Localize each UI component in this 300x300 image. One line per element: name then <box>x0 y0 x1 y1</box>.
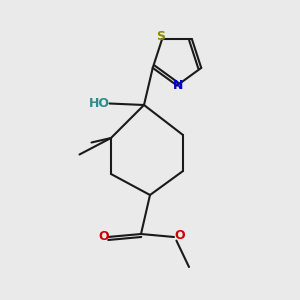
Text: O: O <box>174 229 185 242</box>
Text: S: S <box>156 31 165 44</box>
Text: O: O <box>98 230 109 244</box>
Text: N: N <box>173 79 184 92</box>
Text: HO: HO <box>88 97 110 110</box>
